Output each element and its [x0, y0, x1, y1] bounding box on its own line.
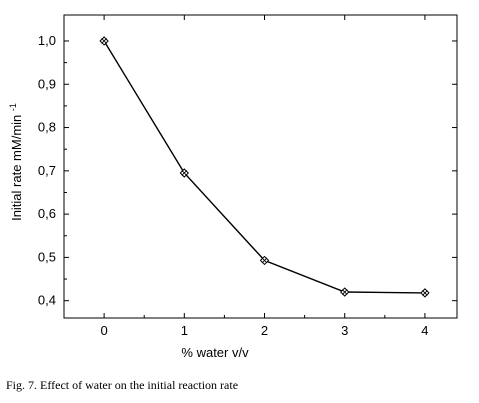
x-axis-title: % water v/v	[181, 345, 249, 360]
data-point	[259, 255, 270, 266]
y-axis-title-superscript: -1	[8, 103, 18, 111]
y-tick-label: 0,4	[38, 293, 56, 308]
data-point	[99, 36, 109, 46]
series-line	[103, 40, 425, 294]
y-axis-title: Initial rate mM/min -1	[8, 103, 24, 221]
y-axis-title-main: Initial rate mM/min	[9, 115, 24, 221]
y-tick-label: 0,6	[38, 206, 56, 221]
y-axis-ticks: 0,4 0,5 0,6 0,7 0,8 0,9 1,0	[38, 33, 457, 308]
y-tick-label: 0,8	[38, 120, 56, 135]
x-tick-label: 3	[341, 323, 348, 338]
figure-caption: Fig. 7. Effect of water on the initial r…	[6, 378, 239, 392]
chart-axes	[63, 14, 458, 319]
y-tick-label: 1,0	[38, 33, 56, 48]
series-markers	[99, 36, 430, 298]
x-tick-label: 2	[261, 323, 268, 338]
data-point	[420, 288, 430, 298]
data-point	[340, 287, 350, 297]
x-tick-label: 4	[421, 323, 428, 338]
y-tick-label: 0,9	[38, 76, 56, 91]
data-point	[179, 168, 190, 178]
y-tick-label: 0,7	[38, 163, 56, 178]
y-tick-label: 0,5	[38, 249, 56, 264]
plot-frame	[63, 14, 458, 319]
x-tick-label: 0	[100, 323, 107, 338]
x-axis-ticks: 0 1 2 3 4	[100, 15, 429, 338]
x-tick-label: 1	[181, 323, 188, 338]
